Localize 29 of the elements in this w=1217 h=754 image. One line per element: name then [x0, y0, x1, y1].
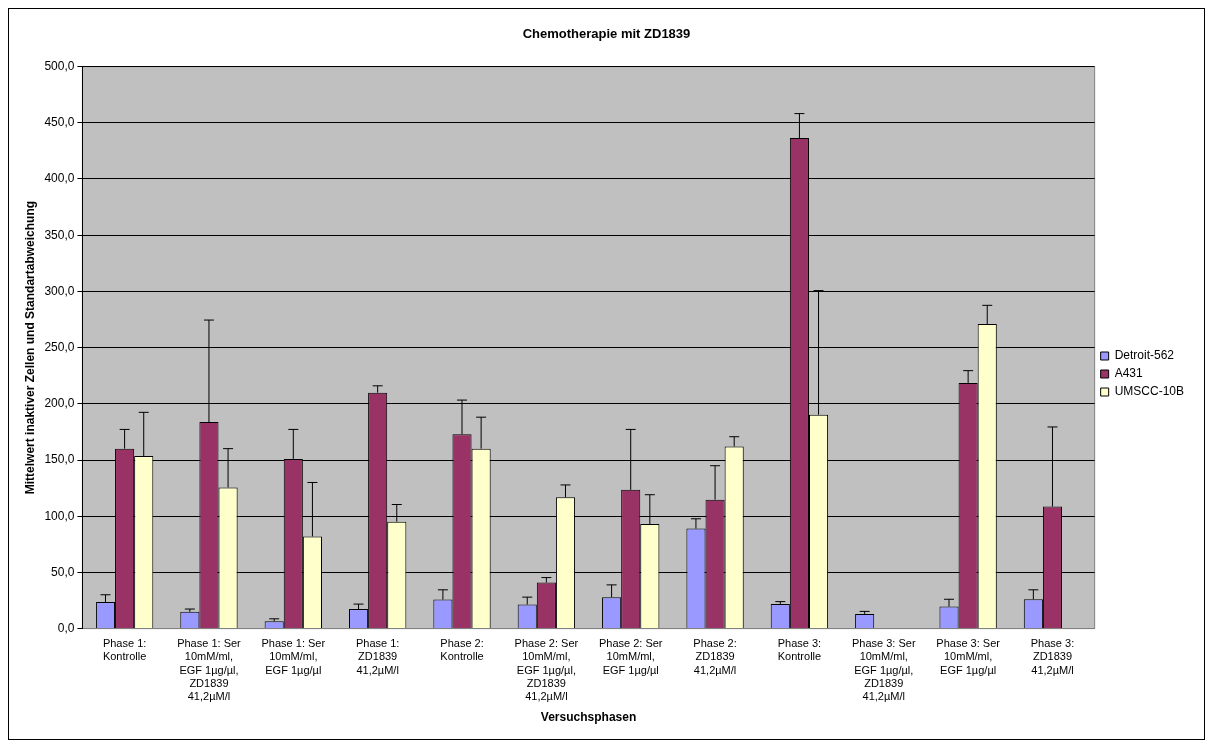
- x-axis-title: Versuchsphasen: [540, 710, 637, 725]
- y-tick-label: 150,0: [44, 452, 75, 467]
- x-tick-label: Phase 2: Kontrolle: [440, 637, 484, 663]
- y-tick-label: 100,0: [44, 508, 75, 523]
- x-tick-label: Phase 3: Kontrolle: [777, 637, 822, 663]
- y-tick-label: 350,0: [44, 227, 75, 242]
- y-tick-label: 400,0: [44, 171, 75, 186]
- x-tick-label: Phase 2: ZD1839 41,2µM/l: [693, 637, 737, 676]
- y-tick-label: 450,0: [44, 115, 75, 130]
- y-tick-label: 500,0: [44, 58, 75, 73]
- x-tick-label: Phase 3: Ser 10mM/ml, EGF 1µg/µl: [936, 637, 1001, 676]
- chart-title: Chemotherapie mit ZD1839: [522, 26, 691, 42]
- x-tick-label: Phase 3: ZD1839 41,2µM/l: [1030, 637, 1075, 676]
- y-tick-label: 300,0: [44, 283, 75, 298]
- y-tick-label: 50,0: [51, 564, 75, 579]
- legend-label: UMSCC-10B: [1114, 384, 1185, 399]
- legend-label: A431: [1114, 366, 1144, 381]
- x-tick-label: Phase 2: Ser 10mM/ml, EGF 1µg/µl, ZD1839 41,2µM/l: [514, 637, 579, 703]
- legend-label: Detroit-562: [1114, 348, 1175, 363]
- y-tick-label: 0,0: [57, 620, 75, 635]
- x-tick-label: Phase 1: Ser 10mM/ml, EGF 1µg/µl: [261, 637, 326, 676]
- y-tick-label: 250,0: [44, 339, 75, 354]
- x-tick-label: Phase 1: ZD1839 41,2µM/l: [355, 637, 400, 676]
- y-axis-title: Mittelwert inaktiver Zellen und Standartabweichung: [22, 200, 37, 495]
- x-tick-label: Phase 1: Ser 10mM/ml, EGF 1µg/µl, ZD1839 41,2µM/l: [177, 637, 242, 703]
- x-tick-label: Phase 2: Ser 10mM/ml, EGF 1µg/µl: [598, 637, 663, 676]
- x-tick-label: Phase 3: Ser 10mM/ml, EGF 1µg/µl, ZD1839 41,2µM/l: [851, 637, 916, 703]
- y-tick-label: 200,0: [44, 396, 75, 411]
- x-tick-label: Phase 1: Kontrolle: [102, 637, 147, 663]
